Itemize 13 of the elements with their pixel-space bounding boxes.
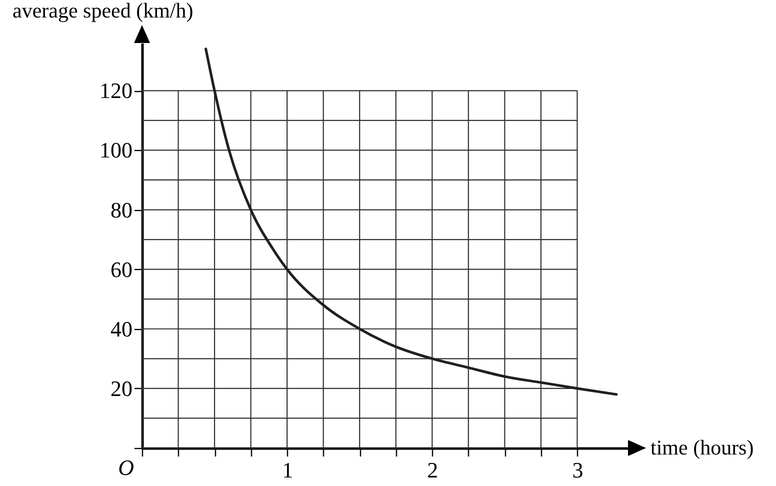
text: O (118, 455, 134, 480)
x-tick-label: 2 (427, 458, 438, 482)
x-tick-label: 3 (572, 458, 584, 482)
x-tick-label: 1 (282, 458, 294, 482)
line-series (204, 48, 618, 396)
y-tick-label: 60 (110, 256, 132, 282)
x-axis-title: time (hours) (650, 436, 754, 460)
y-tick-label: 100 (100, 138, 132, 163)
y-tick-label: 80 (110, 197, 132, 222)
y-axis-title: average speed (km/h) (12, 0, 194, 22)
y-tick-label: 20 (110, 376, 132, 401)
y-tick-label: 120 (100, 78, 132, 104)
y-tick-label: 40 (110, 316, 132, 342)
